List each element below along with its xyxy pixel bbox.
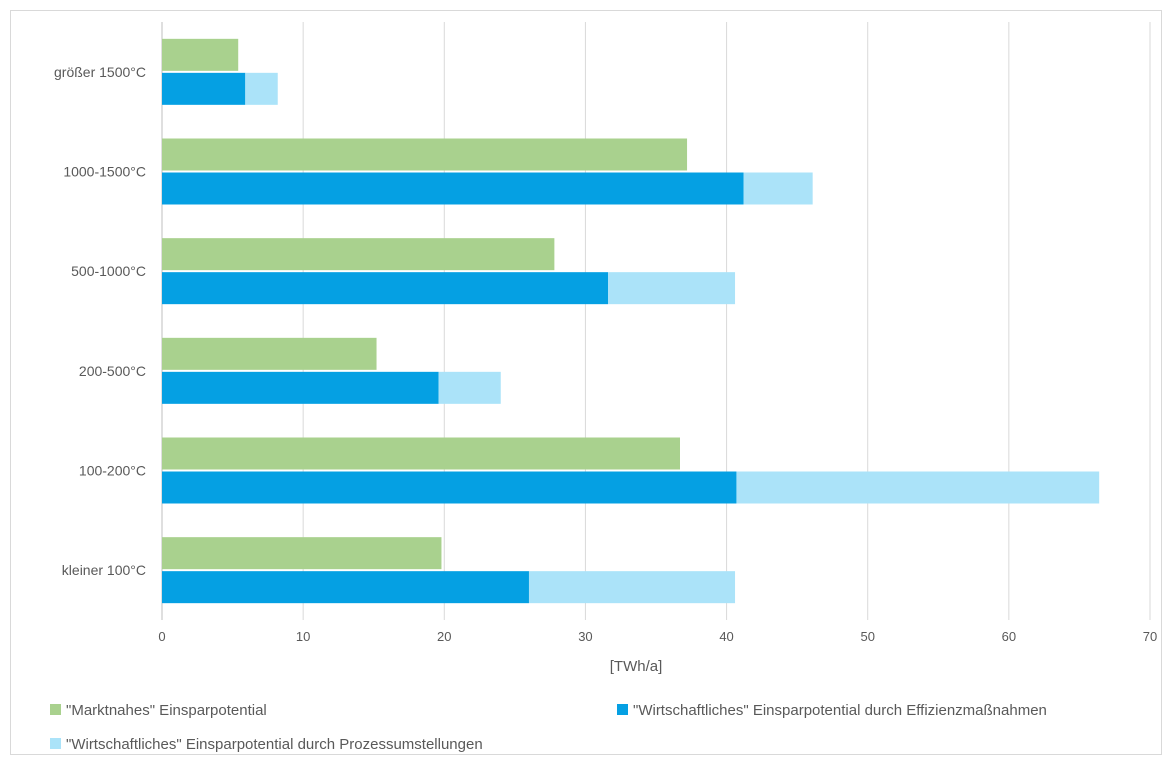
bar-marktnahes [162, 437, 680, 470]
bar-prozessumstellungen [736, 471, 1100, 504]
category-label: 100-200°C [79, 463, 146, 479]
bar-effizienzmassnahmen [162, 471, 737, 504]
bar-prozessumstellungen [438, 371, 501, 404]
grid-lines [161, 22, 1151, 620]
category-label: größer 1500°C [54, 64, 146, 80]
bar-prozessumstellungen [245, 72, 278, 105]
category-labels: größer 1500°C 1000-1500°C 500-1000°C 200-50… [54, 64, 146, 578]
chart-frame [10, 10, 1162, 755]
category-label: 500-1000°C [71, 263, 146, 279]
bar-marktnahes [162, 138, 688, 171]
x-tick-label: 50 [860, 629, 874, 644]
bar-prozessumstellungen [743, 172, 813, 205]
bar-marktnahes [162, 238, 555, 271]
bar-marktnahes [162, 38, 239, 71]
legend-label-prozess: "Wirtschaftliches" Einsparpotential durc… [66, 736, 483, 753]
legend-swatch-effizienz [617, 704, 628, 715]
x-tick-label: 20 [437, 629, 451, 644]
x-tick-label: 60 [1002, 629, 1016, 644]
legend-swatch-prozess [50, 738, 61, 749]
x-tick-label: 0 [158, 629, 165, 644]
bar-prozessumstellungen [528, 571, 736, 604]
bar-marktnahes [162, 337, 377, 370]
x-tick-label: 40 [719, 629, 733, 644]
legend-swatch-marktnahes [50, 704, 61, 715]
legend-label-marktnahes: "Marktnahes" Einsparpotential [66, 702, 267, 719]
bar-effizienzmassnahmen [162, 571, 529, 604]
bar-effizienzmassnahmen [162, 172, 744, 205]
x-tick-label: 70 [1143, 629, 1157, 644]
bar-effizienzmassnahmen [162, 272, 609, 305]
bars [162, 38, 1100, 604]
bar-effizienzmassnahmen [162, 371, 439, 404]
bar-effizienzmassnahmen [162, 72, 246, 105]
category-label: 200-500°C [79, 363, 146, 379]
legend: "Marktnahes" Einsparpotential "Wirtschaf… [50, 702, 1047, 753]
category-label: 1000-1500°C [63, 164, 146, 180]
x-axis-title: [TWh/a] [610, 658, 663, 675]
category-label: kleiner 100°C [62, 562, 146, 578]
legend-label-effizienz: "Wirtschaftliches" Einsparpotential durc… [633, 702, 1047, 719]
bar-marktnahes [162, 537, 442, 570]
x-tick-label: 10 [296, 629, 310, 644]
bar-prozessumstellungen [608, 272, 736, 305]
x-tick-label: 30 [578, 629, 592, 644]
x-tick-labels: 0 10 20 30 40 50 60 70 [158, 629, 1157, 644]
